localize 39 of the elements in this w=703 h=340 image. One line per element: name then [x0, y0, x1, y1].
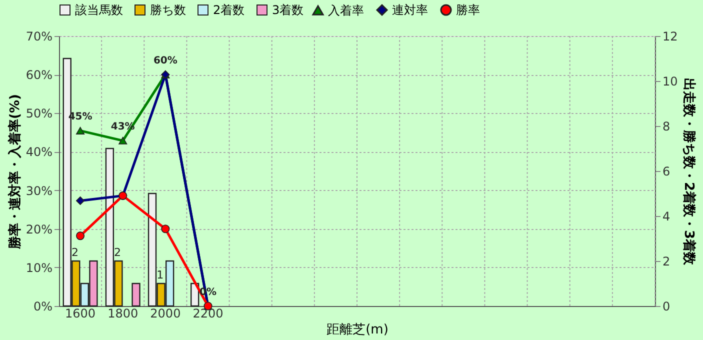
- legend-label: 勝率: [456, 3, 480, 17]
- y-tick-label: 60%: [26, 68, 52, 82]
- y-tick-label: 20%: [26, 222, 52, 236]
- x-axis-title: 距離芝(m): [326, 322, 388, 338]
- bar: [132, 282, 140, 307]
- y-tick-label: 30%: [26, 184, 52, 198]
- point: [76, 126, 85, 134]
- data-label: 2: [71, 246, 78, 259]
- point: [76, 232, 85, 240]
- point: [76, 196, 85, 205]
- y2-tick-label: 4: [662, 210, 670, 224]
- y2-axis-title: 出走数・勝ち数・2着数・3着数: [680, 78, 697, 266]
- y-tick-label: 70%: [26, 30, 52, 44]
- x-tick-label: 1800: [108, 306, 138, 320]
- y2-tick-label: 0: [662, 300, 670, 314]
- y-axis-title: 勝率・連対率・入着率(%): [6, 94, 23, 250]
- y-tick-label: 40%: [26, 145, 52, 160]
- y-tick-label: 0%: [33, 300, 52, 314]
- x-tick-label: 2000: [150, 306, 181, 320]
- point: [118, 136, 128, 144]
- y2-tick-label: 10: [662, 74, 678, 88]
- legend-label: 勝ち数: [150, 3, 186, 17]
- y2-tick-label: 12: [662, 30, 678, 44]
- legend-label: 3着数: [272, 3, 304, 17]
- y2-tick-label: 6: [662, 164, 670, 178]
- legend-label: 連対率: [392, 3, 428, 17]
- y-tick-label: 10%: [26, 260, 52, 275]
- y-tick-label: 50%: [26, 106, 52, 121]
- data-label: 2: [114, 246, 122, 259]
- legend-label: 入着率: [328, 3, 364, 18]
- legend-label: 該当馬数: [75, 3, 123, 17]
- data-label: 60%: [153, 56, 178, 67]
- x-tick-label: 1600: [65, 306, 96, 320]
- data-label: 1: [156, 268, 164, 282]
- legend-label: 2着数: [213, 3, 245, 17]
- y2-tick-label: 2: [662, 254, 670, 268]
- y2-tick-label: 8: [662, 120, 670, 134]
- x-tick-label: 2200: [192, 306, 224, 320]
- point: [161, 224, 170, 234]
